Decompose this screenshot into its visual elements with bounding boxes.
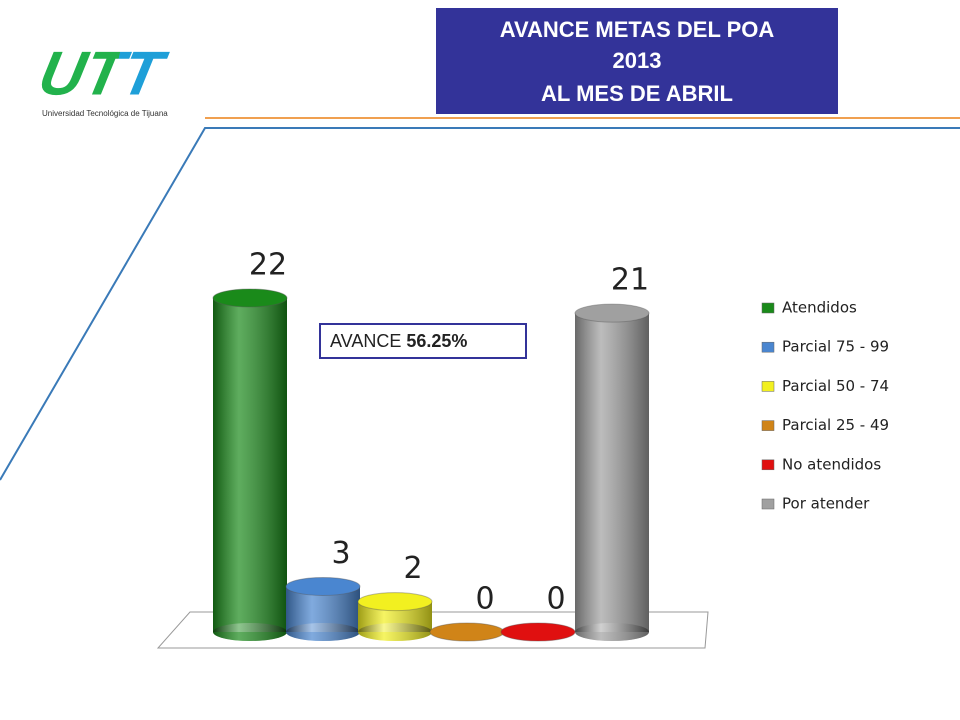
- title-box: [436, 8, 838, 114]
- legend-label: Parcial 50 - 74: [782, 377, 889, 395]
- legend-label: Atendidos: [782, 299, 857, 317]
- title-line: AVANCE METAS DEL POA: [500, 17, 775, 42]
- logo-mark: UTT: [33, 39, 173, 108]
- title-line: 2013: [613, 48, 662, 73]
- bar-top: [285, 576, 361, 596]
- bar: [212, 288, 288, 641]
- legend-label: No atendidos: [782, 455, 881, 473]
- logo-name: Universidad Tecnológica de Tijuana: [42, 109, 168, 118]
- data-label: 3: [331, 536, 350, 571]
- legend-label: Parcial 75 - 99: [782, 338, 889, 356]
- bar-top: [500, 622, 576, 642]
- frame: [0, 127, 960, 481]
- bar: [574, 303, 650, 641]
- data-label: 0: [546, 582, 565, 617]
- title-line: AL MES DE ABRIL: [541, 81, 733, 106]
- legend-swatch: [761, 420, 775, 431]
- bar: [429, 622, 505, 642]
- legend-swatch: [761, 302, 775, 314]
- data-label: 22: [249, 248, 287, 283]
- annotation-box: [319, 323, 527, 359]
- bar-body-shade: [575, 313, 649, 632]
- bar-top: [574, 303, 650, 323]
- legend-swatch: [761, 381, 775, 392]
- annotation: AVANCE 56.25%: [330, 331, 467, 351]
- legend-label: Por atender: [782, 495, 870, 513]
- bar-body-shade: [213, 298, 287, 632]
- bar-top: [429, 622, 505, 642]
- annotation-label: AVANCE: [330, 331, 401, 351]
- bar-top: [357, 592, 433, 612]
- bar: [285, 576, 361, 641]
- data-label: 2: [403, 551, 422, 586]
- bar: [500, 622, 576, 642]
- annotation-value: 56.25%: [406, 331, 467, 351]
- data-label: 21: [611, 263, 649, 298]
- bar: [357, 592, 433, 641]
- legend-swatch: [761, 459, 775, 471]
- bar-top: [212, 288, 288, 308]
- legend-swatch: [761, 341, 775, 353]
- legend-label: Parcial 25 - 49: [782, 416, 889, 434]
- plot: [212, 288, 650, 642]
- data-label: 0: [475, 582, 494, 617]
- legend-swatch: [761, 498, 775, 510]
